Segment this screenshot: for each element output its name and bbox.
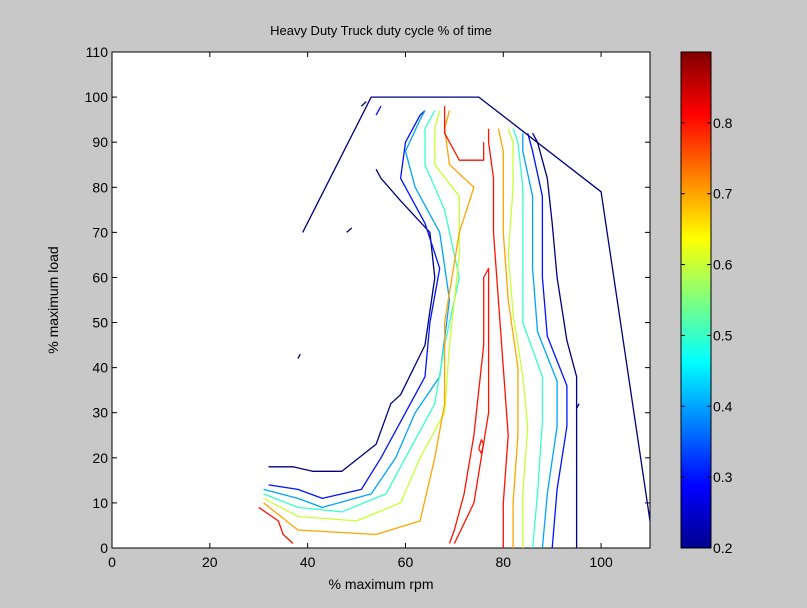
colorbar-tick-label: 0.3 [713,469,733,485]
y-tick-label: 10 [92,495,108,511]
x-tick-label: 40 [300,554,316,570]
contour-line-level-0.3 [375,105,382,116]
y-tick-label: 50 [92,315,108,331]
contour-line-level-0.6 [263,110,460,522]
contour-line-level-0.2 [360,101,367,107]
colorbar [680,51,712,549]
colorbar-tick-label: 0.7 [713,186,733,202]
x-axis-ticks: 0 20 40 60 80 100 [108,52,613,570]
chart-title: Heavy Duty Truck duty cycle % of time [270,23,492,38]
contour-line-level-0.2 [297,353,301,359]
y-tick-label: 100 [85,89,109,105]
contour-line-level-0.2 [532,132,578,548]
contour-line-level-0.8 [478,439,485,454]
contour-line-level-0.7 [497,128,519,548]
plot-area [111,51,651,549]
contour-line-level-0.7 [263,110,475,536]
max-torque-curve [302,96,651,521]
colorbar-tick-label: 0.8 [713,115,733,131]
colorbar-tick-label: 0.6 [713,257,733,273]
contour-line-level-0.2 [576,403,580,409]
contour-line-level-0.5 [263,110,460,513]
y-tick-label: 40 [92,360,108,376]
contour-line-level-0.5 [512,128,544,549]
contour-line-level-0.2 [346,227,353,233]
colorbar-ticks: 0.2 0.3 0.4 0.5 0.6 0.7 0.8 [681,115,733,556]
colorbar-tick-label: 0.4 [713,398,733,414]
x-tick-label: 100 [589,554,613,570]
contour-line-level-0.4 [522,133,558,549]
y-axis-label: % maximum load [45,246,61,353]
colorbar-tick-label: 0.2 [713,540,733,556]
y-tick-label: 0 [100,540,108,556]
y-tick-label: 70 [92,224,108,240]
y-tick-label: 110 [86,44,109,60]
x-axis-label: % maximum rpm [328,576,433,592]
y-tick-label: 30 [92,405,108,421]
contour-line-level-0.8 [448,267,490,544]
y-tick-label: 60 [92,269,108,285]
contour-line-level-0.3 [527,133,568,549]
contour-line-level-0.2 [268,168,436,472]
y-tick-label: 90 [92,134,108,150]
x-tick-label: 80 [495,554,511,570]
contour-line-level-0.8 [258,506,294,544]
x-tick-label: 0 [108,554,116,570]
y-tick-label: 80 [92,179,108,195]
contour-line-level-0.6 [507,128,529,548]
y-tick-label: 20 [92,450,108,466]
contour-line-level-0.3 [268,110,441,500]
y-axis-ticks: 0 10 20 30 40 50 60 70 80 90 100 110 [85,44,650,556]
x-tick-label: 60 [398,554,414,570]
x-tick-label: 20 [202,554,218,570]
colorbar-tick-label: 0.5 [713,327,733,343]
contour-line-level-0.8 [487,128,509,548]
contour-line-level-0.8 [443,106,485,161]
contour-lines [258,96,651,549]
